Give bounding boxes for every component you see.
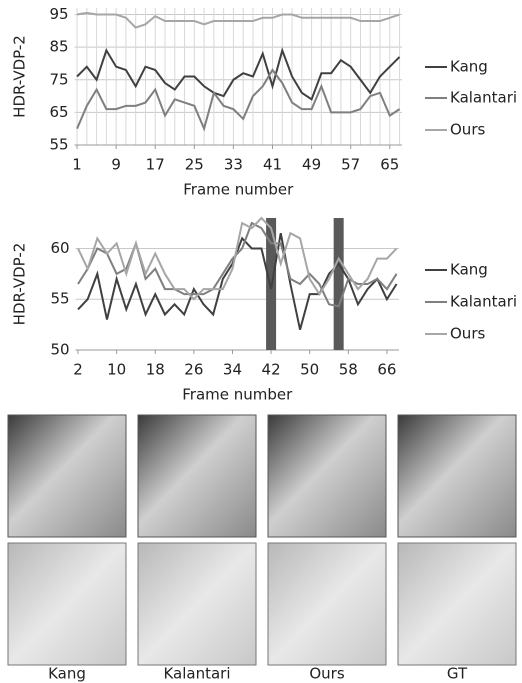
line <box>76 11 400 29</box>
legend-label: Kang <box>450 58 488 76</box>
image-label: Kalantari <box>163 665 230 683</box>
x-tick-label: 65 <box>380 156 399 174</box>
y-tick-label: 60 <box>51 239 70 257</box>
y-tick-label: 85 <box>50 38 69 56</box>
x-tick-label: 1 <box>72 156 82 174</box>
line <box>76 47 401 101</box>
line <box>77 221 398 308</box>
legend-label: Ours <box>450 325 485 343</box>
x-tick-label: 34 <box>223 361 242 379</box>
y-axis-label: HDR-VDP-2 <box>11 243 29 326</box>
legend-label: Kalantari <box>450 293 517 311</box>
line <box>76 68 401 132</box>
image <box>267 542 387 666</box>
line <box>77 216 398 301</box>
x-tick-label: 33 <box>224 156 243 174</box>
image-label: Kang <box>48 665 86 683</box>
legend-label: Kang <box>450 261 488 279</box>
x-tick-label: 18 <box>146 361 165 379</box>
image <box>7 414 127 538</box>
y-tick-label: 95 <box>50 5 69 23</box>
x-tick-label: 49 <box>302 156 321 174</box>
x-tick-label: 42 <box>262 361 281 379</box>
x-axis-label: Frame number <box>182 386 293 404</box>
x-axis-label: Frame number <box>183 181 294 199</box>
highlight-band <box>333 218 344 350</box>
image <box>397 414 517 538</box>
y-tick-label: 75 <box>50 70 69 88</box>
x-tick-label: 17 <box>146 156 165 174</box>
x-tick-label: 57 <box>341 156 360 174</box>
y-axis-label: HDR-VDP-2 <box>11 35 29 118</box>
line <box>77 233 398 330</box>
x-tick-label: 50 <box>300 361 319 379</box>
x-tick-label: 66 <box>377 361 396 379</box>
image <box>397 542 517 666</box>
legend-label: Ours <box>450 121 485 139</box>
image <box>267 414 387 538</box>
y-tick-label: 55 <box>50 136 69 154</box>
image <box>7 542 127 666</box>
image <box>137 414 257 538</box>
legend-label: Kalantari <box>450 89 517 107</box>
image <box>137 542 257 666</box>
x-tick-label: 58 <box>339 361 358 379</box>
x-tick-label: 41 <box>263 156 282 174</box>
y-tick-label: 55 <box>51 290 70 308</box>
x-tick-label: 26 <box>184 361 203 379</box>
x-tick-label: 9 <box>111 156 121 174</box>
x-tick-label: 2 <box>73 361 83 379</box>
x-tick-label: 10 <box>107 361 126 379</box>
y-tick-label: 65 <box>50 103 69 121</box>
y-tick-label: 50 <box>51 341 70 359</box>
image-grid: Kang Kalantari Ours GT <box>7 414 517 683</box>
x-tick-label: 25 <box>185 156 204 174</box>
image-label: GT <box>447 665 468 683</box>
image-label: Ours <box>309 665 344 683</box>
